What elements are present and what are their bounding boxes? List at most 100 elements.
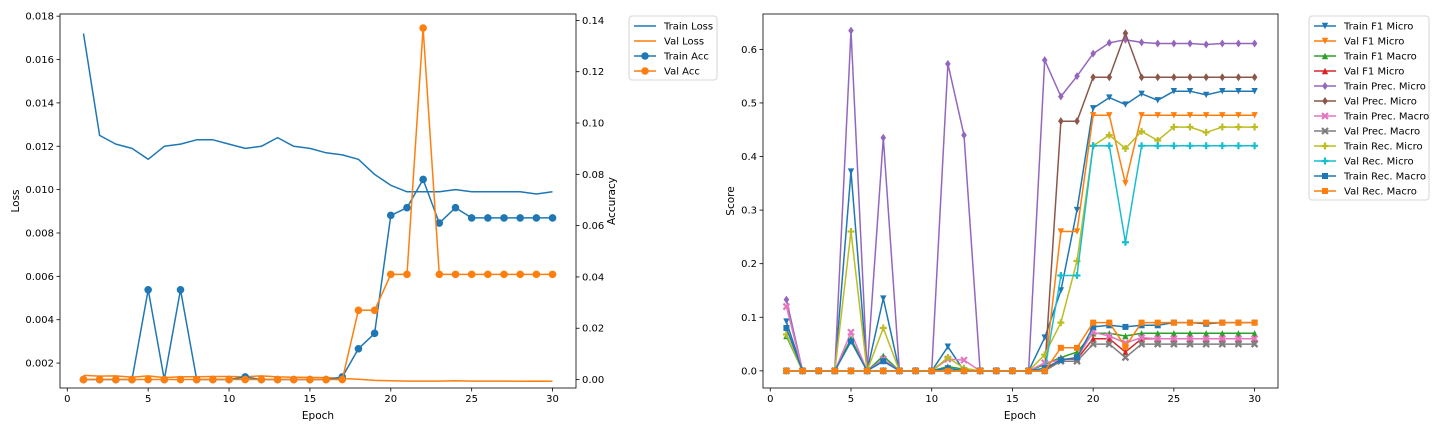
data-point	[1074, 344, 1081, 351]
data-point	[1235, 330, 1242, 337]
data-point	[1251, 319, 1258, 326]
data-point	[1234, 142, 1242, 150]
legend-entry: Train Prec. Macro	[1314, 112, 1429, 123]
data-point	[847, 367, 854, 374]
y-axis-label-loss: Loss	[10, 189, 22, 212]
legend-label: Val Acc	[664, 67, 700, 78]
data-point	[1122, 343, 1129, 350]
series-group	[782, 26, 1259, 375]
legend-label: Train Rec. Macro	[1343, 172, 1426, 183]
x-tick-label: 20	[1087, 394, 1100, 405]
data-point	[484, 270, 492, 279]
data-point	[176, 375, 185, 384]
data-point	[1105, 332, 1114, 340]
data-point	[1121, 238, 1129, 246]
y-tick-label: 0.14	[582, 16, 604, 27]
data-point	[864, 367, 871, 374]
y-tick-label: 0.02	[582, 324, 604, 335]
x-axis-label: Epoch	[302, 410, 334, 422]
data-point	[1154, 319, 1161, 326]
legend-label: Train F1 Micro	[1343, 22, 1413, 33]
data-point	[516, 270, 524, 279]
data-point	[1219, 39, 1226, 48]
data-point	[1171, 39, 1177, 48]
y-tick-label: 0.00	[582, 375, 604, 386]
x-tick-label: 15	[304, 394, 317, 405]
y-tick-label: 0.08	[582, 170, 604, 181]
data-point	[880, 295, 887, 302]
x-tick-label: 5	[145, 394, 151, 405]
x-tick-label: 25	[1168, 394, 1181, 405]
y-axis-label: Score	[725, 186, 737, 215]
data-point	[1074, 117, 1080, 126]
data-point	[1219, 112, 1226, 119]
series-line	[82, 33, 553, 195]
series-group	[79, 24, 557, 384]
data-point	[1202, 128, 1210, 136]
data-point	[1154, 97, 1161, 104]
data-point	[847, 328, 855, 337]
data-point	[1170, 87, 1178, 95]
y-tick-label: 0.10	[582, 119, 604, 130]
data-point	[961, 131, 967, 140]
x-tick-label: 0	[767, 394, 773, 405]
data-point	[1089, 112, 1097, 119]
data-point	[1122, 332, 1129, 340]
data-point	[435, 270, 444, 279]
data-point	[1218, 340, 1227, 348]
data-point	[1154, 73, 1161, 82]
legend-label: Val Rec. Micro	[1344, 157, 1414, 168]
data-point	[273, 375, 282, 384]
data-point	[241, 375, 250, 384]
data-point	[1073, 206, 1081, 214]
data-point	[880, 133, 887, 142]
data-point	[945, 59, 951, 68]
data-point	[467, 270, 476, 279]
data-point	[960, 367, 967, 374]
legend-label: Train Prec. Macro	[1343, 112, 1429, 123]
data-point	[1202, 91, 1210, 99]
data-point	[815, 367, 822, 374]
data-point	[1234, 340, 1243, 348]
data-point	[1202, 142, 1210, 150]
data-point	[1153, 340, 1162, 348]
series-train-loss	[82, 33, 553, 195]
legend-label: Train Loss	[663, 22, 713, 33]
y-tick-label: 0.0	[741, 366, 757, 377]
data-point	[831, 367, 838, 374]
y-tick-label: 0.010	[25, 185, 54, 196]
data-point	[257, 375, 266, 384]
data-point	[1138, 142, 1146, 150]
legend-marker	[1322, 97, 1328, 105]
legend: Train Loss Val Loss Train Acc Val Acc	[628, 15, 718, 81]
data-point	[944, 367, 951, 374]
data-point	[1106, 335, 1113, 342]
y-tick-label: 0.006	[25, 272, 54, 283]
data-point	[289, 375, 298, 384]
y-tick-label: 0.2	[741, 259, 757, 270]
data-point	[1138, 319, 1145, 326]
legend-label: Val Prec. Micro	[1344, 97, 1417, 108]
data-point	[1041, 56, 1048, 65]
legend-marker	[1321, 37, 1329, 45]
legend-marker	[1321, 67, 1329, 75]
data-point	[783, 367, 790, 374]
y-tick-label: 0.06	[582, 221, 604, 232]
legend-entry: Val Prec. Macro	[1314, 127, 1420, 138]
data-point	[1074, 72, 1080, 81]
data-point	[783, 295, 790, 304]
plot-area-frame	[762, 13, 1279, 389]
data-point	[1106, 38, 1113, 47]
data-point	[1138, 38, 1145, 47]
data-point	[993, 367, 1000, 374]
data-point	[1219, 73, 1226, 82]
data-point	[1122, 348, 1129, 356]
data-point	[370, 329, 379, 338]
x-tick-label: 15	[1006, 394, 1019, 405]
data-point	[1138, 127, 1146, 135]
data-point	[532, 214, 541, 222]
data-point	[960, 356, 968, 364]
data-point	[1203, 40, 1209, 49]
data-point	[1122, 101, 1129, 108]
data-point	[1170, 330, 1178, 337]
